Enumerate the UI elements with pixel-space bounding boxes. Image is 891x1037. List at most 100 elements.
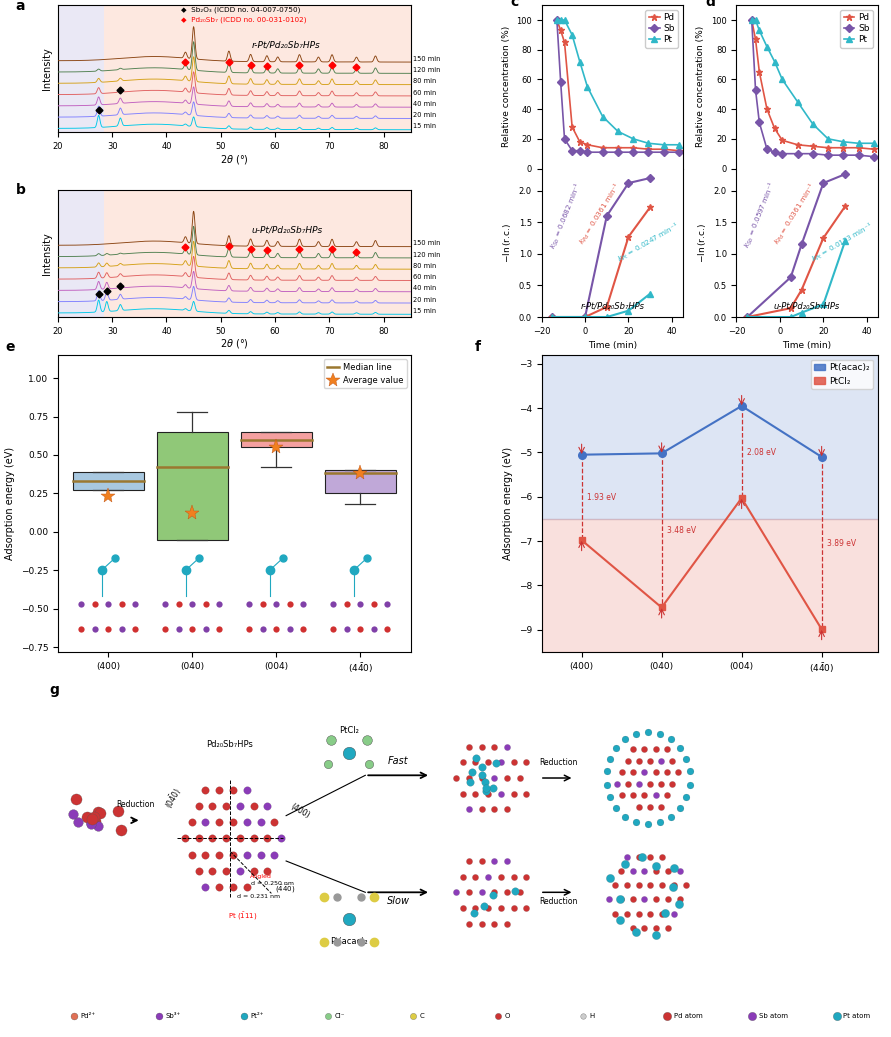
Sb: [582, 146, 593, 159]
Pd: [582, 139, 593, 151]
Text: r-Pt/Pd₂₀Sb₇HPs: r-Pt/Pd₂₀Sb₇HPs: [580, 301, 644, 310]
Pt: [792, 95, 803, 108]
Text: d = 0.231 nm: d = 0.231 nm: [237, 894, 280, 899]
Sb: [762, 143, 772, 156]
Sb: [777, 147, 788, 160]
Sb: [597, 146, 608, 159]
Pd: [754, 65, 764, 78]
Text: PtCl₂: PtCl₂: [339, 726, 359, 735]
Text: Sb atom: Sb atom: [758, 1012, 788, 1018]
Text: Sb³⁺: Sb³⁺: [166, 1012, 181, 1018]
Text: $k_{Pt}$ = 0.0153 min⁻¹: $k_{Pt}$ = 0.0153 min⁻¹: [810, 221, 876, 265]
Pt: [754, 24, 764, 36]
Sb: [869, 150, 879, 163]
Text: Pt²⁺: Pt²⁺: [250, 1012, 264, 1018]
Text: 120 min: 120 min: [413, 252, 441, 257]
Sb: [567, 144, 577, 157]
X-axis label: Time (min): Time (min): [782, 341, 831, 351]
Text: u-Pt/Pd₂₀Sb₇HPs: u-Pt/Pd₂₀Sb₇HPs: [774, 301, 840, 310]
Text: ◆  Pd₂₀Sb₇ (ICDD no. 00-031-0102): ◆ Pd₂₀Sb₇ (ICDD no. 00-031-0102): [182, 17, 307, 23]
Pd: [552, 13, 562, 26]
PtCl₂: [657, 601, 667, 614]
Text: c: c: [511, 0, 519, 9]
Sb: [822, 149, 833, 162]
Pd: [560, 36, 570, 49]
Text: (400): (400): [289, 803, 312, 820]
Text: Reduction: Reduction: [539, 897, 577, 906]
Line: Pt: Pt: [554, 18, 682, 147]
Y-axis label: Relative concentration (%): Relative concentration (%): [502, 26, 511, 147]
Pd: [555, 24, 566, 36]
Text: (0$\bar{4}$0): (0$\bar{4}$0): [162, 785, 185, 811]
Pd: [643, 143, 654, 156]
Pt: [762, 40, 772, 53]
Text: 3.48 eV: 3.48 eV: [667, 526, 697, 535]
Sb: [792, 147, 803, 160]
Text: 40 min: 40 min: [413, 101, 437, 107]
Text: Pt(acac)₂: Pt(acac)₂: [330, 936, 368, 946]
Sb: [643, 146, 654, 159]
Bar: [542, 518, 878, 652]
Text: d: d: [706, 0, 715, 9]
Sb: [552, 13, 562, 26]
Text: Cl⁻: Cl⁻: [335, 1012, 346, 1018]
PtCl₂: [576, 534, 587, 546]
Text: ◆  Sb₂O₃ (ICDD no. 04-007-0750): ◆ Sb₂O₃ (ICDD no. 04-007-0750): [182, 6, 301, 12]
Text: 150 min: 150 min: [413, 56, 441, 61]
Y-axis label: Adsorption energy (eV): Adsorption energy (eV): [5, 447, 15, 560]
Text: e: e: [5, 340, 14, 355]
Legend: Median line, Average value: Median line, Average value: [323, 359, 406, 388]
Sb: [613, 146, 624, 159]
Sb: [555, 76, 566, 88]
PtCl₂: [816, 623, 827, 636]
Text: a: a: [15, 0, 25, 12]
Text: u-Pt/Pd₂₀Sb₇HPs: u-Pt/Pd₂₀Sb₇HPs: [252, 225, 323, 234]
Text: 20 min: 20 min: [413, 297, 437, 303]
Bar: [104, 0, 416, 137]
Text: Fast: Fast: [388, 756, 408, 765]
Sb: [575, 144, 585, 157]
Bar: [542, 355, 878, 518]
Pd: [854, 141, 864, 153]
Pt: [777, 74, 788, 86]
Pd: [628, 141, 639, 153]
Pt: [822, 133, 833, 145]
Text: 1.93 eV: 1.93 eV: [587, 493, 617, 502]
Pd: [750, 33, 761, 46]
Pd: [674, 144, 684, 157]
Legend: Pd, Sb, Pt: Pd, Sb, Pt: [645, 9, 678, 48]
Pd: [567, 120, 577, 133]
Line: Pt(acac)₂: Pt(acac)₂: [577, 402, 825, 460]
Text: r-Pt/Pd₂₀Sb₇HPs: r-Pt/Pd₂₀Sb₇HPs: [252, 40, 321, 50]
Pt: [628, 133, 639, 145]
Pt: [552, 13, 562, 26]
X-axis label: $2\theta$ (°): $2\theta$ (°): [220, 337, 249, 351]
Text: ($\bar{4}\bar{4}$0): ($\bar{4}\bar{4}$0): [275, 884, 296, 895]
Pd: [597, 141, 608, 153]
Legend: Pt(acac)₂, PtCl₂: Pt(acac)₂, PtCl₂: [811, 360, 873, 389]
Y-axis label: Relative concentration (%): Relative concentration (%): [697, 26, 706, 147]
Sb: [747, 13, 757, 26]
Sb: [658, 146, 669, 159]
Text: 120 min: 120 min: [413, 67, 441, 73]
Y-axis label: Adsorption energy (eV): Adsorption energy (eV): [503, 447, 513, 560]
Pt: [838, 136, 848, 148]
Pt: [567, 29, 577, 41]
Legend: Pd, Sb, Pt: Pd, Sb, Pt: [840, 9, 873, 48]
Pd: [575, 136, 585, 148]
Text: Reduction: Reduction: [117, 800, 155, 809]
Pt: [560, 13, 570, 26]
Text: Reduction: Reduction: [539, 758, 577, 767]
Pt: [769, 55, 780, 67]
Y-axis label: Intensity: Intensity: [43, 232, 53, 275]
Sb: [754, 116, 764, 129]
Text: $k_{Sb}$ = 0.0682 min⁻¹: $k_{Sb}$ = 0.0682 min⁻¹: [547, 180, 584, 251]
Sb: [674, 146, 684, 159]
Bar: [241, 432, 312, 447]
Text: 60 min: 60 min: [413, 274, 437, 280]
X-axis label: $2\theta$ (°): $2\theta$ (°): [220, 152, 249, 166]
Y-axis label: $-\ln$(r.c.): $-\ln$(r.c.): [502, 223, 513, 262]
Pt: [674, 139, 684, 151]
Text: Pd²⁺: Pd²⁺: [81, 1012, 96, 1018]
Sb: [750, 84, 761, 96]
